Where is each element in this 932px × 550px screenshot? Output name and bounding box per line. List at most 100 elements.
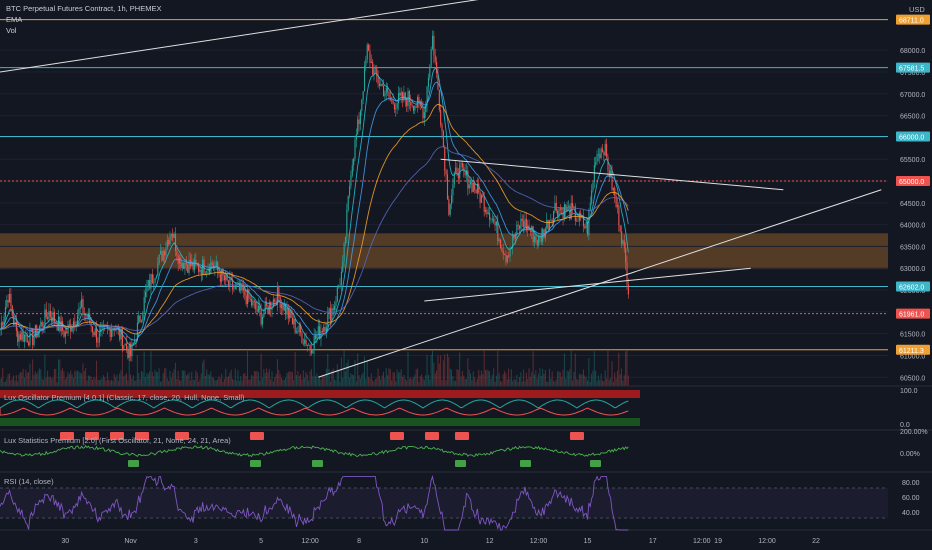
candle-body	[248, 289, 250, 299]
candle-body	[237, 283, 239, 285]
candle-body	[251, 298, 253, 306]
volume-bar	[335, 380, 337, 386]
candle-body	[546, 219, 548, 229]
volume-bar	[389, 369, 391, 386]
candle-body	[551, 219, 553, 223]
candle-body	[134, 339, 136, 343]
candle-body	[155, 275, 157, 279]
volume-bar	[208, 374, 210, 386]
volume-bar	[427, 374, 429, 386]
volume-bar	[96, 360, 98, 386]
volume-bar	[540, 376, 542, 386]
osc2-bottom-signal	[128, 460, 139, 467]
candle-body	[309, 344, 311, 350]
candle-body	[440, 109, 442, 125]
candle-body	[263, 313, 265, 317]
volume-bar	[295, 374, 297, 386]
candle-body	[431, 35, 434, 50]
volume-bar	[588, 358, 590, 386]
volume-bar	[362, 372, 364, 386]
candle-body	[86, 315, 88, 319]
candle-body	[264, 301, 266, 314]
candle-body	[81, 299, 83, 307]
price-tick-label: 65500.0	[900, 157, 925, 164]
volume-bar	[463, 375, 465, 386]
volume-bar	[546, 381, 548, 386]
volume-bar	[323, 376, 325, 386]
candle-body	[53, 312, 55, 322]
volume-bar	[580, 374, 582, 386]
volume-bar	[71, 374, 73, 386]
volume-bar	[154, 369, 156, 386]
candle-body	[132, 342, 134, 344]
volume-bar	[600, 373, 602, 386]
candle-body	[381, 84, 383, 87]
volume-bar	[437, 355, 439, 386]
candle-body	[559, 208, 561, 210]
candle-body	[573, 206, 575, 208]
candle-body	[247, 289, 249, 305]
volume-bar	[310, 369, 312, 386]
candle-body	[159, 251, 162, 255]
rsi-line	[0, 474, 629, 531]
candle-body	[393, 104, 395, 110]
volume-bar	[622, 380, 624, 386]
volume-bar	[329, 381, 331, 386]
candle-body	[241, 283, 243, 291]
candle-body	[319, 326, 321, 339]
volume-bar	[374, 379, 376, 386]
candle-body	[538, 236, 540, 246]
volume-bar	[340, 357, 342, 386]
volume-bar	[539, 368, 541, 386]
candle-body	[519, 225, 521, 229]
time-tick-label: 12:00	[301, 538, 319, 545]
volume-bar	[113, 373, 115, 386]
volume-bar	[109, 381, 111, 386]
volume-bar	[78, 371, 80, 386]
volume-bar	[240, 376, 242, 386]
candle-body	[142, 312, 144, 321]
candle-body	[199, 269, 201, 272]
candle-body	[256, 308, 258, 312]
candle-body	[347, 195, 349, 210]
volume-bar	[47, 370, 49, 386]
volume-bar	[7, 374, 9, 386]
volume-bar	[377, 368, 379, 386]
candle-body	[188, 259, 190, 273]
candle-body	[493, 218, 495, 222]
volume-bar	[433, 362, 435, 386]
volume-bar	[425, 375, 427, 386]
volume-bar	[414, 374, 416, 386]
candle-body	[529, 230, 531, 232]
candle-body	[512, 234, 514, 247]
candle-body	[219, 274, 221, 282]
volume-bar	[513, 378, 515, 386]
candle-body	[569, 205, 571, 219]
volume-bar	[21, 372, 23, 386]
volume-bar	[105, 380, 107, 386]
volume-bar	[595, 370, 597, 386]
time-tick-label: 17	[649, 538, 657, 545]
volume-bar	[67, 372, 69, 386]
candle-body	[289, 309, 291, 319]
volume-bar	[245, 375, 247, 386]
volume-bar	[614, 372, 616, 386]
candle-body	[351, 165, 353, 176]
candle-body	[68, 324, 70, 326]
volume-bar	[260, 353, 262, 386]
volume-bar	[509, 378, 511, 386]
candle-body	[47, 317, 49, 319]
volume-bar	[17, 381, 19, 386]
volume-bar	[528, 368, 530, 386]
candle-body	[357, 119, 359, 135]
ema-label: EMA	[6, 15, 23, 24]
candle-body	[472, 182, 474, 192]
candle-body	[22, 331, 24, 342]
candle-body	[336, 287, 338, 303]
candle-body	[63, 330, 65, 337]
volume-bar	[184, 370, 186, 386]
candle-body	[331, 308, 333, 321]
candle-body	[354, 139, 356, 159]
candle-body	[26, 336, 28, 343]
